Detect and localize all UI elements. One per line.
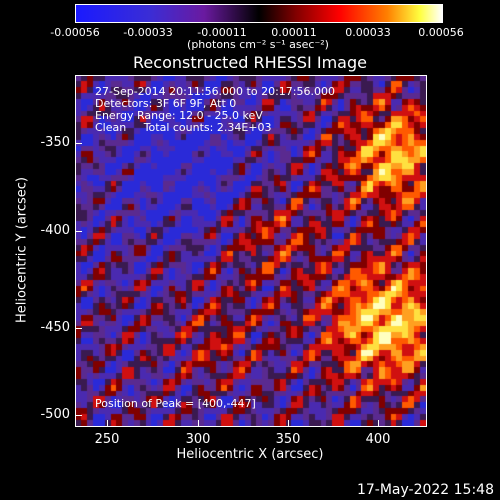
- info-line: Detectors: 3F 6F 9F, Att 0: [95, 97, 237, 110]
- y-tick-label: -350: [40, 135, 70, 150]
- x-tick-label: 300: [185, 432, 211, 447]
- info-line: Clean Total counts: 2.34E+03: [95, 121, 272, 134]
- colorbar-tick: 0.00033: [345, 26, 391, 39]
- y-axis-label: Heliocentric Y (arcsec): [14, 177, 30, 323]
- colorbar-tick: -0.00056: [50, 26, 100, 39]
- colorbar-unit-label: (photons cm⁻² s⁻¹ asec⁻²): [187, 38, 329, 51]
- y-tick-mark: [76, 143, 82, 144]
- x-tick-mark: [198, 420, 199, 426]
- y-tick-mark: [76, 328, 82, 329]
- y-tick-label: -450: [40, 320, 70, 335]
- y-tick-label: -400: [40, 223, 70, 238]
- colorbar-tick: 0.00011: [271, 26, 317, 39]
- peak-position-label: Position of Peak = [400,-447]: [95, 397, 256, 410]
- info-line: 27-Sep-2014 20:11:56.000 to 20:17:56.000: [95, 85, 335, 98]
- y-tick-label: -500: [40, 407, 70, 422]
- x-tick-mark: [107, 420, 108, 426]
- colorbar-tick: -0.00033: [123, 26, 173, 39]
- colorbar-tick: -0.00011: [197, 26, 247, 39]
- x-tick-label: 400: [365, 432, 391, 447]
- image-panel: 27-Sep-2014 20:11:56.000 to 20:17:56.000…: [75, 75, 427, 427]
- x-tick-mark: [378, 420, 379, 426]
- y-tick-mark: [76, 415, 82, 416]
- y-tick-mark: [76, 231, 82, 232]
- x-tick-label: 250: [94, 432, 120, 447]
- info-line: Energy Range: 12.0 - 25.0 keV: [95, 109, 263, 122]
- plot-title: Reconstructed RHESSI Image: [133, 53, 367, 72]
- colorbar-tick: 0.00056: [418, 26, 464, 39]
- x-tick-label: 350: [275, 432, 301, 447]
- colorbar: [75, 4, 443, 23]
- x-axis-label: Heliocentric X (arcsec): [176, 447, 324, 462]
- rhessi-image: [76, 76, 426, 426]
- timestamp: 17-May-2022 15:48: [356, 482, 494, 498]
- x-tick-mark: [288, 420, 289, 426]
